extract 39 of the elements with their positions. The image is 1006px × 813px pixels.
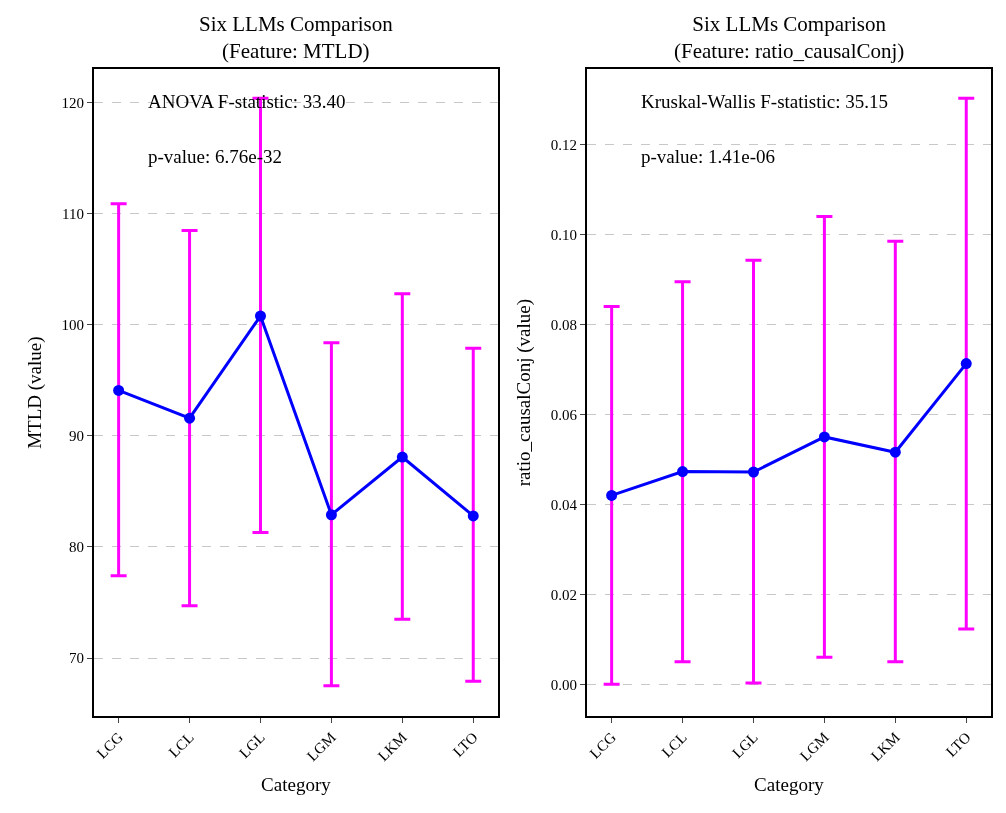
point [747,466,759,478]
y-tick-label: 0.10 [550,226,578,243]
y-tick-label: 120 [61,95,85,112]
point [818,431,830,443]
point [184,412,196,424]
x-tick-label: LTO [449,729,481,760]
y-tick-label: 0.06 [550,406,578,423]
x-axis-title: Category [261,774,332,796]
point [113,384,125,396]
y-tick-label: 80 [69,539,85,556]
annotation: Kruskal-Wallis F-statistic: 35.15 [641,91,889,112]
point [467,510,479,522]
y-tick-label: 0.02 [550,586,578,603]
x-tick-label: LCL [658,729,690,761]
x-tick-label: LGL [728,729,761,762]
y-tick-label: 110 [62,206,85,223]
x-tick-label: LCL [165,729,197,761]
x-axis-title: Category [754,774,825,796]
point [396,451,408,463]
point [254,310,266,322]
y-axis-title: ratio_causalConj (value) [513,298,536,487]
point [960,358,972,370]
y-tick-label: 100 [61,317,85,334]
point [677,466,689,478]
chart-title: Six LLMs Comparison (Feature: MTLD) [199,12,394,64]
x-tick-label: LGL [235,729,268,762]
annotation: p-value: 1.41e-06 [641,146,776,167]
y-tick-label: 90 [69,428,85,445]
y-tick-label: 0.08 [550,316,578,333]
point [606,489,618,501]
point [889,446,901,458]
y-tick-label: 70 [69,650,85,667]
x-tick-label: LTO [942,729,974,760]
point [325,509,337,521]
y-axis-title: MTLD (value) [23,336,46,449]
y-tick-label: 0.04 [550,496,578,513]
chart-title: Six LLMs Comparison (Feature: ratio_causalConj) [674,12,905,64]
y-tick-label: 0.00 [550,676,578,693]
y-tick-label: 0.12 [550,136,578,153]
